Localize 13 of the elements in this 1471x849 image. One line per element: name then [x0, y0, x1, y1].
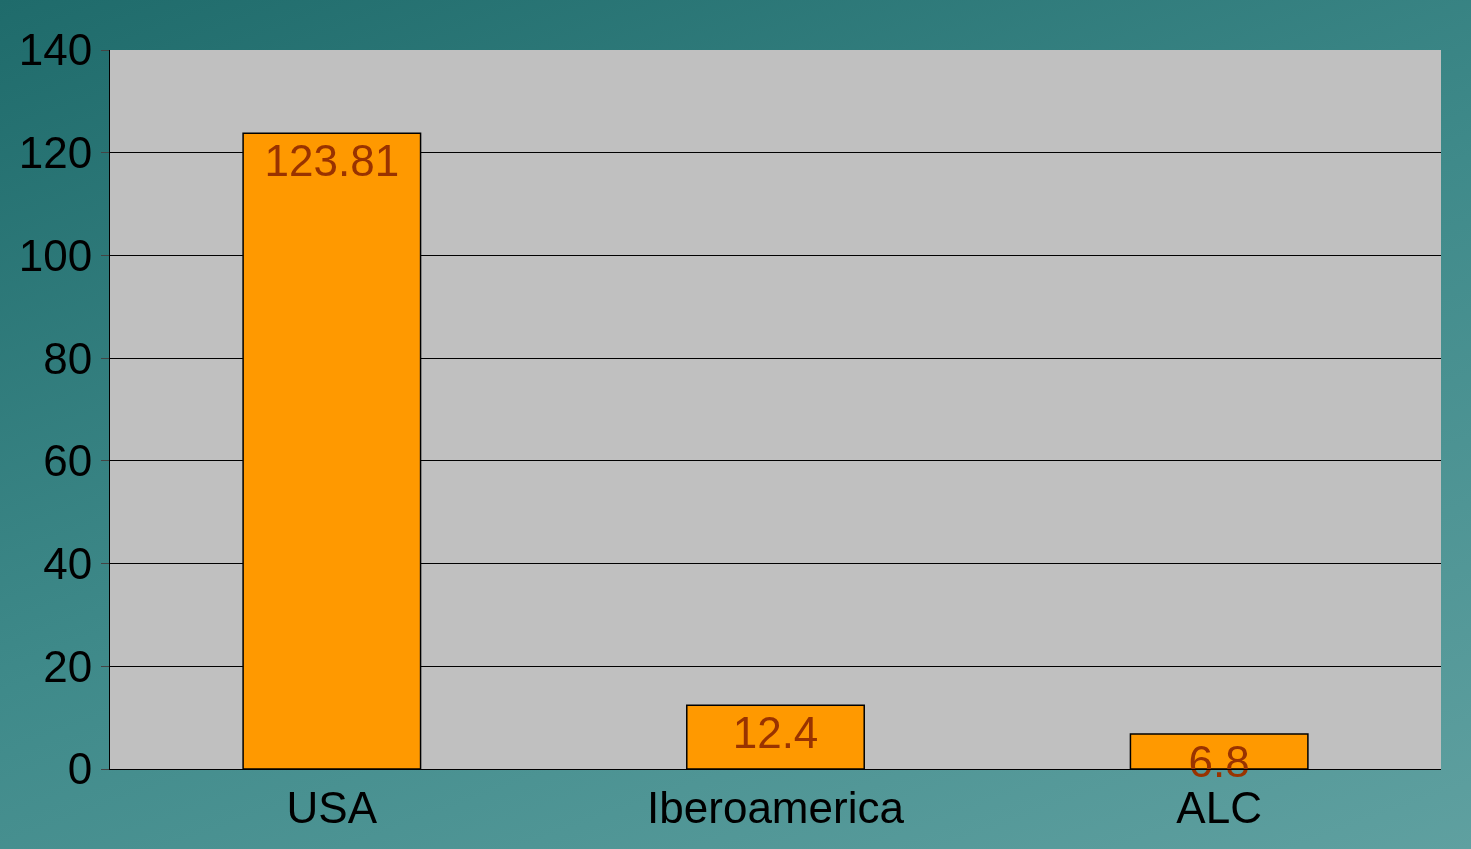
- y-tick-label: 20: [43, 641, 93, 691]
- y-tick-label: 80: [43, 333, 93, 383]
- data-label: 123.81: [264, 136, 400, 186]
- y-tick-label: 60: [43, 436, 93, 486]
- x-tick-label: Iberoamerica: [647, 782, 905, 832]
- y-tick-label: 120: [18, 128, 93, 178]
- x-tick-label: USA: [286, 782, 378, 832]
- y-tick-label: 140: [18, 25, 93, 75]
- x-tick-label: ALC: [1176, 782, 1262, 832]
- y-tick-label: 100: [18, 230, 93, 280]
- data-label: 12.4: [732, 708, 819, 758]
- y-tick-label: 0: [67, 744, 93, 794]
- y-tick-label: 40: [43, 538, 93, 588]
